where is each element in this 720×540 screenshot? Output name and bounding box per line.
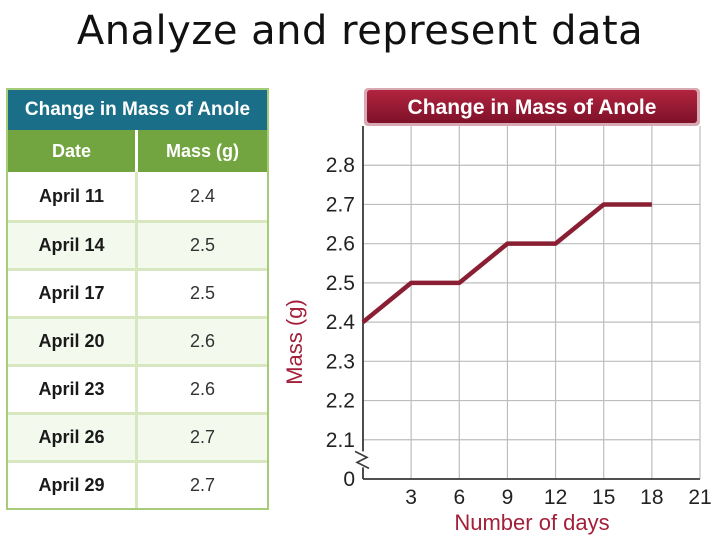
table-row: April 29 2.7 — [8, 460, 267, 508]
series-line — [361, 202, 652, 324]
y-tick-label: 2.3 — [326, 350, 355, 373]
line-chart: Change in Mass of Anole 0 2.1 2.2 2.3 2.4 2.5… — [282, 88, 712, 535]
cell-mass: 2.6 — [189, 379, 216, 399]
table-row: April 17 2.5 — [8, 268, 267, 316]
table-row: April 23 2.6 — [8, 364, 267, 412]
cell-mass: 2.7 — [189, 475, 216, 495]
y-tick-label: 2.6 — [326, 233, 355, 256]
x-tick-label: 3 — [405, 486, 417, 509]
y-tick-label: 2.2 — [326, 390, 355, 413]
table-row: April 20 2.6 — [8, 316, 267, 364]
cell-date: April 17 — [8, 271, 138, 316]
header-mass: Mass (g) — [165, 140, 239, 161]
chart-grid — [362, 126, 701, 480]
cell-mass: 2.6 — [189, 331, 216, 351]
table-row: April 14 2.5 — [8, 220, 267, 268]
y-tick-label: 2.5 — [326, 272, 355, 295]
axis-break-mark — [354, 450, 370, 470]
y-tick-label: 2.7 — [326, 193, 355, 216]
cell-date: April 29 — [8, 463, 138, 508]
cell-mass: 2.4 — [189, 185, 216, 206]
table-body: April 11 2.4 April 14 2.5 April 17 2.5 Apri… — [8, 172, 267, 508]
chart-title-banner: Change in Mass of Anole — [364, 88, 700, 126]
cell-date: April 14 — [8, 223, 138, 268]
table-row: April 26 2.7 — [8, 412, 267, 460]
y-tick-label: 0 — [343, 468, 355, 491]
y-tick-labels: 0 2.1 2.2 2.3 2.4 2.5 2.6 2.7 2.8 — [326, 154, 356, 491]
x-tick-label: 6 — [453, 486, 465, 509]
y-tick-label: 2.4 — [326, 311, 356, 334]
cell-mass: 2.5 — [189, 283, 216, 303]
x-tick-label: 18 — [640, 486, 663, 509]
axis-break — [354, 450, 370, 470]
x-tick-label: 12 — [544, 486, 567, 509]
cell-mass: 2.7 — [189, 427, 216, 447]
cell-mass: 2.5 — [189, 235, 216, 255]
cell-date: April 11 — [8, 172, 138, 220]
series-line-group — [361, 202, 652, 324]
cell-date: April 23 — [8, 367, 138, 412]
table-header-row: Date Mass (g) — [8, 130, 267, 172]
x-tick-label: 9 — [502, 486, 514, 509]
y-tick-label: 2.8 — [326, 154, 355, 177]
table-row: April 11 2.4 — [8, 172, 267, 220]
y-tick-label: 2.1 — [326, 429, 355, 452]
table-title: Change in Mass of Anole — [8, 90, 267, 130]
y-axis-label: Mass (g) — [282, 299, 307, 385]
x-tick-labels: 3 6 9 12 15 18 21 — [405, 486, 711, 509]
slide-title: Analyze and represent data — [76, 8, 644, 54]
cell-date: April 20 — [8, 319, 138, 364]
x-tick-label: 15 — [592, 486, 615, 509]
header-date: Date — [8, 130, 138, 172]
x-tick-label: 21 — [688, 486, 711, 509]
data-table: Change in Mass of Anole Date Mass (g) Ap… — [6, 88, 269, 510]
cell-date: April 26 — [8, 415, 138, 460]
x-axis-label: Number of days — [454, 510, 609, 535]
chart-title: Change in Mass of Anole — [408, 96, 657, 119]
